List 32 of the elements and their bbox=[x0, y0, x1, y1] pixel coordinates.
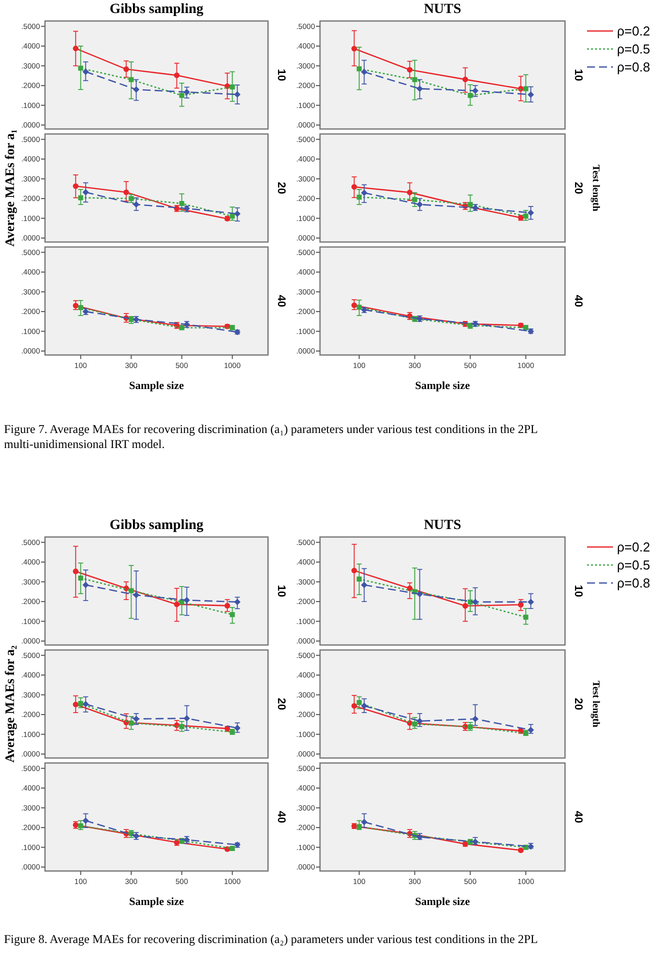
legend-label: ρ=0.5 bbox=[617, 558, 650, 573]
legend-label: ρ=0.5 bbox=[617, 42, 650, 57]
legend-label: ρ=0.8 bbox=[617, 60, 650, 75]
text: 10 bbox=[275, 584, 287, 598]
text: 10 bbox=[275, 68, 287, 82]
text: 10 bbox=[572, 584, 584, 598]
legend-label: ρ=0.2 bbox=[617, 24, 650, 39]
x-axis-title: Sample size bbox=[415, 896, 470, 908]
legend-label: ρ=0.2 bbox=[617, 540, 650, 555]
chart-title: Gibbs sampling bbox=[110, 2, 204, 17]
caption: Figure 7. Average MAEs for recovering discrimination (a₁) parameters under various test conditions in the 2PL multi-unidimensional IRT model. bbox=[4, 422, 538, 451]
y-axis-title: Average MAEs for a₂ bbox=[2, 645, 17, 763]
text: 40 bbox=[275, 810, 287, 824]
y-axis-title: Average MAEs for a₁ bbox=[2, 129, 17, 247]
x-axis-title: Sample size bbox=[129, 896, 184, 908]
chart-title: Gibbs sampling bbox=[110, 518, 204, 533]
text: 10 bbox=[572, 68, 584, 82]
chart-title: NUTS bbox=[424, 2, 462, 17]
text: 20 bbox=[275, 182, 287, 194]
text: 40 bbox=[572, 294, 584, 308]
legend-label: ρ=0.8 bbox=[617, 576, 650, 591]
text: 40 bbox=[275, 294, 287, 308]
text: 20 bbox=[572, 698, 584, 710]
text: Test length bbox=[590, 680, 601, 728]
text: Test length bbox=[590, 164, 601, 212]
caption: Figure 8. Average MAEs for recovering discrimination (a₂) parameters under various test conditions in the 2PL bbox=[4, 932, 538, 946]
text: 20 bbox=[275, 698, 287, 710]
x-axis-title: Sample size bbox=[129, 380, 184, 392]
text: 40 bbox=[572, 810, 584, 824]
text: 20 bbox=[572, 182, 584, 194]
x-axis-title: Sample size bbox=[415, 380, 470, 392]
chart-title: NUTS bbox=[424, 518, 462, 533]
